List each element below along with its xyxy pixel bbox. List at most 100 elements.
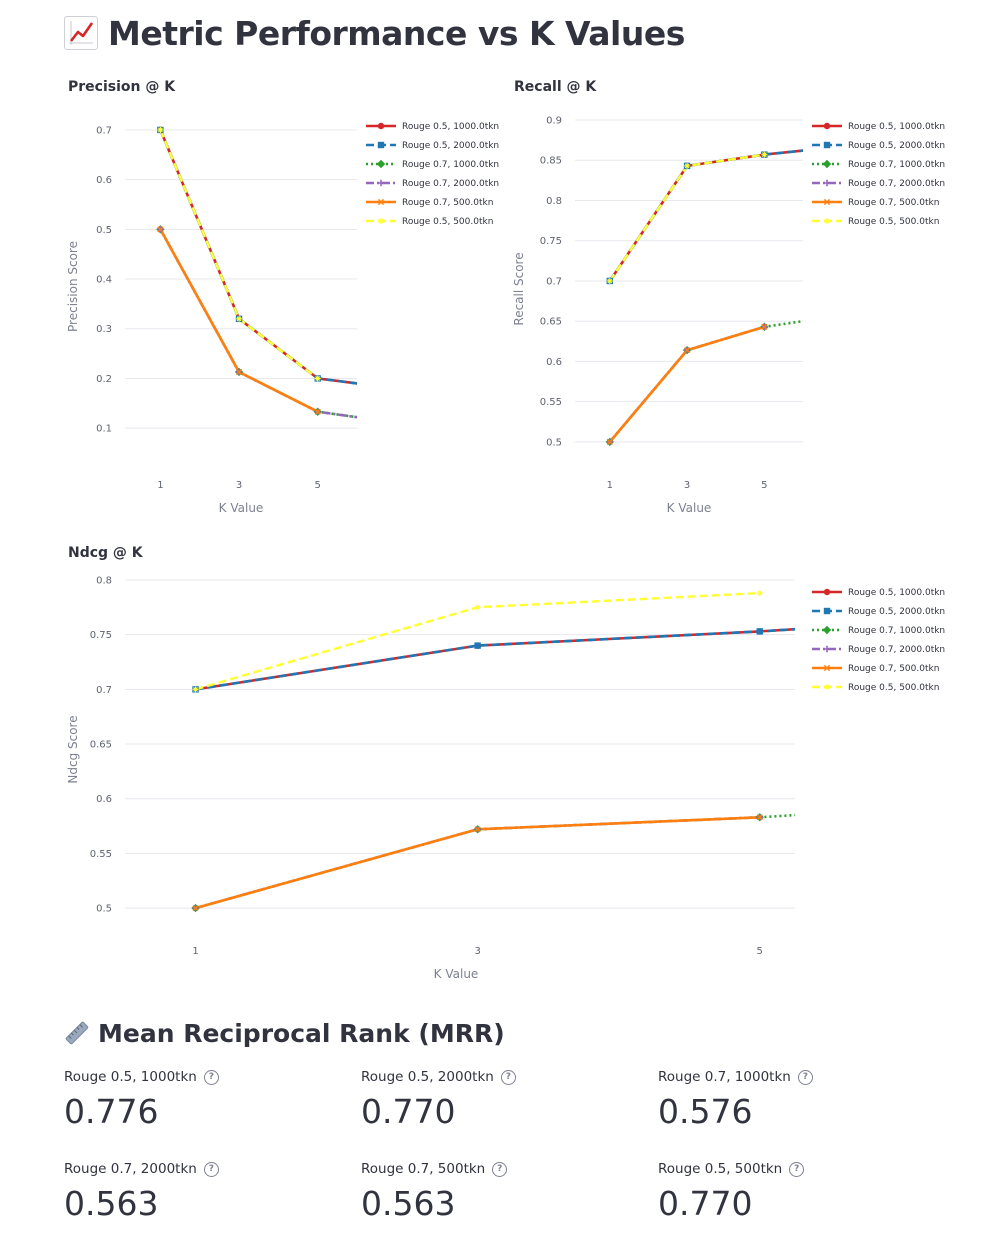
y-tick-label: 0.2 [96, 374, 112, 385]
help-icon[interactable]: ? [203, 1161, 219, 1177]
metric-value: 0.576 [658, 1092, 753, 1131]
legend-item[interactable]: Rouge 0.5, 2000.0tkn [366, 141, 499, 151]
data-point [606, 277, 613, 284]
legend-label: Rouge 0.7, 2000.0tkn [848, 645, 945, 655]
legend-item[interactable]: Rouge 0.5, 2000.0tkn [812, 141, 945, 151]
data-point [474, 826, 481, 833]
chart-title: Recall @ K [514, 79, 597, 95]
help-icon[interactable]: ? [500, 1069, 516, 1085]
legend-label: Rouge 0.5, 500.0tkn [848, 683, 939, 693]
mrr-metric: Rouge 0.5, 2000tkn ? 0.770 [361, 1064, 658, 1148]
x-tick-label: 1 [192, 946, 198, 957]
legend-item[interactable]: Rouge 0.7, 500.0tkn [366, 198, 493, 208]
series-line [159, 129, 357, 385]
legend-item[interactable]: Rouge 0.5, 1000.0tkn [366, 122, 499, 132]
series-line [608, 325, 765, 443]
legend-marker [377, 179, 385, 187]
mrr-metric: Rouge 0.5, 500tkn ? 0.770 [658, 1156, 955, 1240]
data-point [606, 438, 613, 445]
legend-label: Rouge 0.5, 2000.0tkn [848, 607, 945, 617]
series-line [608, 149, 803, 282]
legend-item[interactable]: Rouge 0.7, 2000.0tkn [812, 179, 945, 189]
mrr-title-text: Mean Reciprocal Rank (MRR) [98, 1018, 505, 1048]
y-tick-label: 0.5 [96, 225, 112, 236]
legend-item[interactable]: Rouge 0.7, 500.0tkn [812, 198, 939, 208]
legend-label: Rouge 0.7, 1000.0tkn [848, 160, 945, 170]
metric-label: Rouge 0.5, 2000tkn [361, 1069, 494, 1085]
help-icon[interactable]: ? [789, 1161, 805, 1177]
mrr-metric: Rouge 0.7, 2000tkn ? 0.563 [64, 1156, 361, 1240]
chart-title: Ndcg @ K [68, 545, 144, 561]
legend-label: Rouge 0.7, 2000.0tkn [848, 179, 945, 189]
mrr-metric: Rouge 0.7, 500tkn ? 0.563 [361, 1156, 658, 1240]
x-tick-label: 5 [761, 480, 767, 491]
ruler-icon [64, 1020, 90, 1046]
y-tick-label: 0.6 [96, 175, 112, 186]
y-tick-label: 0.5 [546, 437, 562, 448]
legend-item[interactable]: Rouge 0.5, 1000.0tkn [812, 588, 945, 598]
legend-marker [378, 218, 384, 224]
x-axis-title: K Value [434, 967, 479, 981]
legend-item[interactable]: Rouge 0.7, 1000.0tkn [366, 159, 499, 170]
y-tick-label: 0.7 [96, 685, 112, 696]
y-tick-label: 0.85 [540, 156, 562, 167]
legend-label: Rouge 0.5, 2000.0tkn [402, 141, 499, 151]
legend-item[interactable]: Rouge 0.7, 1000.0tkn [812, 159, 945, 170]
data-point [236, 315, 243, 322]
legend-label: Rouge 0.7, 2000.0tkn [402, 179, 499, 189]
help-icon[interactable]: ? [492, 1161, 508, 1177]
data-point [235, 368, 243, 376]
legend-marker [823, 664, 831, 672]
legend-label: Rouge 0.7, 500.0tkn [402, 198, 493, 208]
data-point [756, 628, 763, 635]
data-point [192, 686, 199, 693]
metric-value: 0.563 [361, 1184, 456, 1223]
legend-label: Rouge 0.5, 1000.0tkn [402, 122, 499, 132]
data-point [761, 323, 768, 330]
legend-label: Rouge 0.7, 500.0tkn [848, 664, 939, 674]
legend-item[interactable]: Rouge 0.7, 2000.0tkn [812, 645, 945, 655]
help-icon[interactable]: ? [203, 1069, 219, 1085]
legend-label: Rouge 0.5, 1000.0tkn [848, 588, 945, 598]
legend-item[interactable]: Rouge 0.5, 500.0tkn [812, 217, 939, 227]
x-tick-label: 1 [157, 480, 163, 491]
y-tick-label: 0.65 [90, 740, 112, 751]
legend-item[interactable]: Rouge 0.5, 500.0tkn [812, 683, 939, 693]
legend-label: Rouge 0.5, 1000.0tkn [848, 122, 945, 132]
legend-marker [822, 159, 832, 169]
metric-value: 0.770 [658, 1184, 753, 1223]
y-tick-label: 0.6 [546, 357, 562, 368]
legend-item[interactable]: Rouge 0.5, 2000.0tkn [812, 607, 945, 617]
y-tick-label: 0.4 [96, 275, 112, 286]
series-group [605, 149, 803, 447]
x-axis-title: K Value [667, 501, 712, 515]
legend-item[interactable]: Rouge 0.7, 2000.0tkn [366, 179, 499, 189]
y-tick-label: 0.3 [96, 324, 112, 335]
y-tick-label: 0.7 [546, 276, 562, 287]
legend-marker [377, 122, 385, 130]
legend: Rouge 0.5, 1000.0tkn Rouge 0.5, 2000.0tkn… [366, 122, 499, 227]
series-line [159, 129, 319, 380]
legend-item[interactable]: Rouge 0.7, 500.0tkn [812, 664, 939, 674]
metric-label: Rouge 0.5, 1000tkn [64, 1069, 197, 1085]
legend-marker [823, 122, 831, 130]
legend-item[interactable]: Rouge 0.5, 1000.0tkn [812, 122, 945, 132]
y-axis-title: Precision Score [66, 241, 80, 332]
series-line [159, 129, 357, 385]
series-group [156, 126, 357, 419]
legend-item[interactable]: Rouge 0.5, 500.0tkn [366, 217, 493, 227]
recall-chart: Recall @ K 0.5 0.55 0.6 0.65 0.7 0.75 0.8 0.85 0.… [500, 70, 1006, 520]
series-line [608, 325, 765, 443]
mrr-section-title: Mean Reciprocal Rank (MRR) [64, 1014, 505, 1052]
help-icon[interactable]: ? [797, 1069, 813, 1085]
y-tick-label: 0.55 [90, 849, 112, 860]
page-title: Metric Performance vs K Values [64, 10, 685, 56]
x-tick-label: 3 [684, 480, 690, 491]
mrr-metrics-grid: Rouge 0.5, 1000tkn ? 0.776 Rouge 0.5, 20… [64, 1064, 964, 1240]
data-point [157, 126, 164, 133]
legend-item[interactable]: Rouge 0.7, 1000.0tkn [812, 625, 945, 636]
y-tick-label: 0.75 [90, 630, 112, 641]
metric-label: Rouge 0.7, 500tkn [361, 1161, 486, 1177]
x-axis-title: K Value [219, 501, 264, 515]
legend-marker [823, 645, 831, 653]
